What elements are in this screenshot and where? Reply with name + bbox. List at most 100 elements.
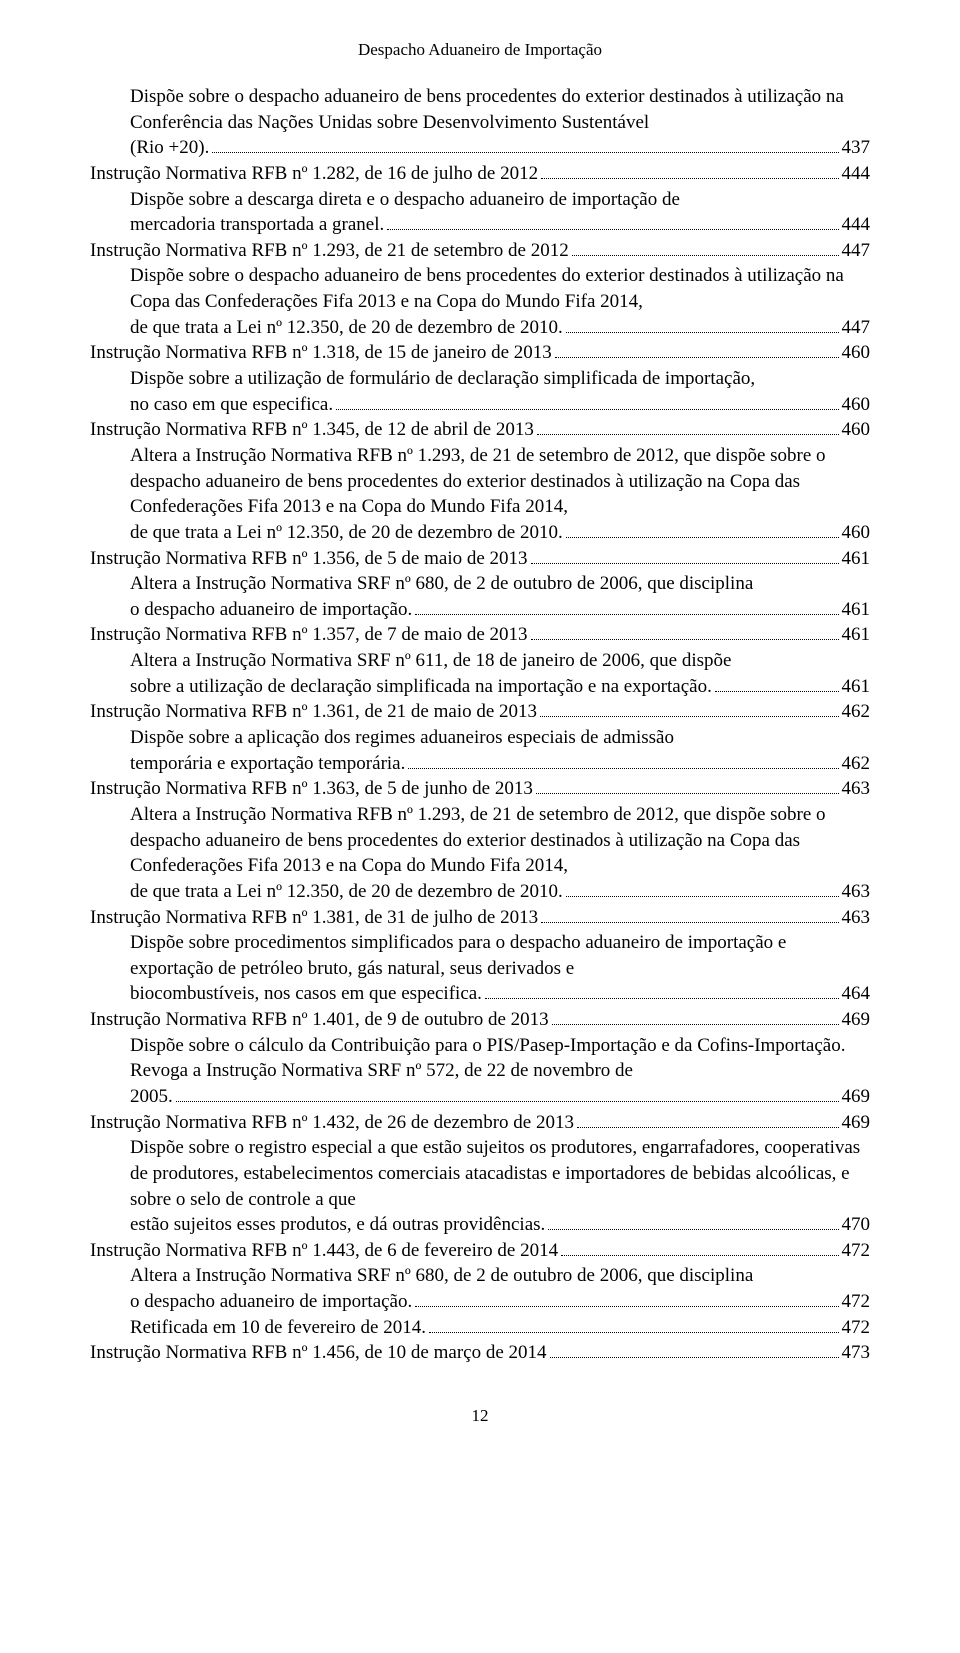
toc-leader — [408, 752, 838, 768]
toc-leader — [541, 163, 838, 179]
toc-leader — [552, 1009, 839, 1025]
toc-title-page: 463 — [842, 905, 871, 931]
toc-desc-lastline: (Rio +20). 437 — [130, 135, 870, 161]
toc-entry-desc: Dispõe sobre o registro especial a que e… — [90, 1135, 870, 1238]
toc-desc-lastline: o despacho aduaneiro de importação. 461 — [130, 597, 870, 623]
toc-desc-text: de que trata a Lei nº 12.350, de 20 de d… — [130, 315, 563, 341]
toc-desc-text: sobre a utilização de declaração simplif… — [130, 674, 712, 700]
toc-desc-lastline: estão sujeitos esses produtos, e dá outr… — [130, 1212, 870, 1238]
toc-desc-page: 463 — [842, 879, 871, 905]
toc-title-text: Instrução Normativa RFB nº 1.432, de 26 … — [90, 1110, 574, 1136]
toc-desc-text: estão sujeitos esses produtos, e dá outr… — [130, 1212, 545, 1238]
toc-desc-page: 444 — [842, 212, 871, 238]
toc-desc-page: 469 — [842, 1084, 871, 1110]
toc-desc-pretext: Dispõe sobre o despacho aduaneiro de ben… — [130, 263, 870, 314]
toc-title-text: Instrução Normativa RFB nº 1.456, de 10 … — [90, 1340, 547, 1366]
toc-leader — [566, 522, 839, 538]
document-page: Despacho Aduaneiro de Importação Dispõe … — [0, 0, 960, 1476]
toc-desc-lastline: Retificada em 10 de fevereiro de 2014. 47… — [130, 1315, 870, 1341]
toc-desc-pretext: Altera a Instrução Normativa SRF nº 680,… — [130, 1263, 870, 1289]
toc-leader — [715, 676, 839, 692]
toc-leader — [336, 394, 838, 410]
toc-desc-text: mercadoria transportada a granel. — [130, 212, 384, 238]
toc-desc-lastline: de que trata a Lei nº 12.350, de 20 de d… — [130, 315, 870, 341]
toc-entry-desc: Dispõe sobre o despacho aduaneiro de ben… — [90, 84, 870, 161]
toc-desc-lastline: no caso em que especifica. 460 — [130, 392, 870, 418]
page-number: 12 — [90, 1406, 870, 1426]
toc-leader — [485, 983, 839, 999]
toc-desc-page: 462 — [842, 751, 871, 777]
toc-title-text: Instrução Normativa RFB nº 1.345, de 12 … — [90, 417, 534, 443]
toc-leader — [572, 240, 839, 256]
toc-entry-desc: Dispõe sobre o cálculo da Contribuição p… — [90, 1033, 870, 1110]
toc-leader — [415, 1291, 838, 1307]
toc-entry-title: Instrução Normativa RFB nº 1.456, de 10 … — [90, 1340, 870, 1366]
toc-entry-desc: Altera a Instrução Normativa RFB nº 1.29… — [90, 443, 870, 546]
toc-leader — [550, 1342, 839, 1358]
toc-title-text: Instrução Normativa RFB nº 1.357, de 7 d… — [90, 622, 528, 648]
toc-title-text: Instrução Normativa RFB nº 1.361, de 21 … — [90, 699, 537, 725]
toc-desc-lastline: 2005. 469 — [130, 1084, 870, 1110]
toc-leader — [566, 317, 839, 333]
toc-desc-pretext: Dispõe sobre o despacho aduaneiro de ben… — [130, 84, 870, 135]
toc-leader — [212, 137, 838, 153]
toc-desc-text: biocombustíveis, nos casos em que especi… — [130, 981, 482, 1007]
toc-desc-pretext: Dispõe sobre o registro especial a que e… — [130, 1135, 870, 1212]
toc-desc-text: de que trata a Lei nº 12.350, de 20 de d… — [130, 879, 563, 905]
toc-desc-page: 437 — [842, 135, 871, 161]
toc-desc-page: 470 — [842, 1212, 871, 1238]
toc-desc-pretext: Altera a Instrução Normativa RFB nº 1.29… — [130, 443, 870, 520]
toc-desc-text: (Rio +20). — [130, 135, 209, 161]
toc-desc-text: 2005. — [130, 1084, 173, 1110]
toc-title-page: 461 — [842, 546, 871, 572]
toc-title-page: 460 — [842, 417, 871, 443]
toc-leader — [531, 624, 839, 640]
toc-desc-page: 447 — [842, 315, 871, 341]
toc-title-text: Instrução Normativa RFB nº 1.282, de 16 … — [90, 161, 538, 187]
toc-leader — [531, 547, 839, 563]
toc-desc-pretext: Dispõe sobre a utilização de formulário … — [130, 366, 870, 392]
toc-desc-pretext: Altera a Instrução Normativa SRF nº 611,… — [130, 648, 870, 674]
toc-title-page: 463 — [842, 776, 871, 802]
toc-entry-title: Instrução Normativa RFB nº 1.356, de 5 d… — [90, 546, 870, 572]
toc-entry-desc: Altera a Instrução Normativa SRF nº 680,… — [90, 571, 870, 622]
toc-desc-lastline: biocombustíveis, nos casos em que especi… — [130, 981, 870, 1007]
toc-leader — [387, 214, 838, 230]
toc-leader — [415, 599, 838, 615]
toc-entry-desc: Altera a Instrução Normativa SRF nº 611,… — [90, 648, 870, 699]
toc-entry-title: Instrução Normativa RFB nº 1.381, de 31 … — [90, 905, 870, 931]
toc-title-text: Instrução Normativa RFB nº 1.363, de 5 d… — [90, 776, 533, 802]
toc-title-page: 447 — [842, 238, 871, 264]
toc-desc-pretext: Altera a Instrução Normativa SRF nº 680,… — [130, 571, 870, 597]
toc-desc-pretext: Dispõe sobre a descarga direta e o despa… — [130, 187, 870, 213]
toc-desc-lastline: de que trata a Lei nº 12.350, de 20 de d… — [130, 520, 870, 546]
toc-desc-page: 460 — [842, 392, 871, 418]
toc-leader — [537, 419, 839, 435]
toc-leader — [536, 778, 839, 794]
toc-title-text: Instrução Normativa RFB nº 1.401, de 9 d… — [90, 1007, 549, 1033]
toc-desc-text: de que trata a Lei nº 12.350, de 20 de d… — [130, 520, 563, 546]
toc-desc-page: 461 — [842, 597, 871, 623]
toc-leader — [429, 1317, 839, 1333]
page-header: Despacho Aduaneiro de Importação — [90, 40, 870, 60]
toc-desc-pretext: Dispõe sobre o cálculo da Contribuição p… — [130, 1033, 870, 1084]
toc-leader — [540, 701, 838, 717]
toc-title-text: Instrução Normativa RFB nº 1.356, de 5 d… — [90, 546, 528, 572]
toc-entry-desc: Altera a Instrução Normativa RFB nº 1.29… — [90, 802, 870, 905]
toc-entry-desc: Altera a Instrução Normativa SRF nº 680,… — [90, 1263, 870, 1314]
toc-desc-text: no caso em que especifica. — [130, 392, 333, 418]
toc-desc-pretext: Dispõe sobre a aplicação dos regimes adu… — [130, 725, 870, 751]
toc-title-text: Instrução Normativa RFB nº 1.381, de 31 … — [90, 905, 538, 931]
toc-desc-text: Retificada em 10 de fevereiro de 2014. — [130, 1315, 426, 1341]
toc-entry-desc: Dispõe sobre procedimentos simplificados… — [90, 930, 870, 1007]
toc-entry-title: Instrução Normativa RFB nº 1.282, de 16 … — [90, 161, 870, 187]
toc-entry-desc: Dispõe sobre o despacho aduaneiro de ben… — [90, 263, 870, 340]
toc-title-page: 444 — [842, 161, 871, 187]
toc-title-page: 460 — [842, 340, 871, 366]
toc-desc-lastline: mercadoria transportada a granel. 444 — [130, 212, 870, 238]
toc-leader — [555, 342, 839, 358]
toc-desc-page: 472 — [842, 1315, 871, 1341]
toc-entry-desc: Dispõe sobre a aplicação dos regimes adu… — [90, 725, 870, 776]
toc-title-text: Instrução Normativa RFB nº 1.293, de 21 … — [90, 238, 569, 264]
toc-desc-text: o despacho aduaneiro de importação. — [130, 597, 412, 623]
